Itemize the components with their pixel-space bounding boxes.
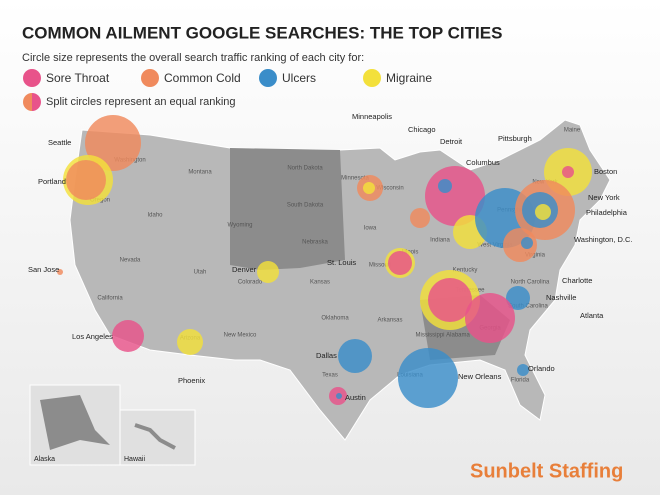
state-label: California [97,296,123,302]
city-label: Pittsburgh [498,134,532,143]
state-label: Oklahoma [321,316,349,322]
state-label: Mississippi [415,333,444,339]
state-label: Nebraska [302,240,328,246]
city-label: Philadelphia [586,208,628,217]
city-label: New Orleans [458,372,502,381]
city-circle [363,182,375,194]
city-label: Washington, D.C. [574,235,633,244]
city-circle [425,166,485,226]
city-circle [85,115,141,171]
state-label: Texas [322,373,338,379]
city-label: Detroit [440,137,463,146]
city-circle [535,204,551,220]
legend-label: Sore Throat [46,71,110,85]
state-label: Wyoming [228,223,253,229]
city-label: Chicago [408,125,436,134]
city-circle [562,166,574,178]
legend-swatch [141,69,159,87]
city-circle [57,269,63,275]
city-circle [388,251,412,275]
state-label: Utah [194,270,207,276]
city-label: Phoenix [178,376,205,385]
alaska-shape [40,395,110,450]
city-label: Boston [594,167,617,176]
hawaii-shape [134,423,176,450]
legend-split-swatch [32,93,41,111]
state-label: New Mexico [224,333,257,339]
city-label: Charlotte [562,276,592,285]
city-label: Nashville [546,293,576,302]
city-circle [517,364,529,376]
city-label: New York [588,193,620,202]
legend-swatch [363,69,381,87]
city-circle [410,208,430,228]
city-label: Seattle [48,138,71,147]
state-label: Minnesota [341,176,369,182]
state-label: Arkansas [377,318,402,324]
state-label: Kentucky [453,268,478,274]
state-label: North Carolina [511,280,550,286]
state-label: Montana [188,170,212,176]
state-label: Virginia [525,253,546,259]
inset-label: Alaska [34,456,55,463]
state-label: Kansas [310,280,330,286]
state-label: Missouri [369,263,391,269]
city-circle [177,329,203,355]
state-label: North Dakota [287,166,323,172]
city-circle [66,160,106,200]
legend-split-note: Split circles represent an equal ranking [46,96,236,108]
state-label: Maine [564,128,581,134]
city-circle [257,261,279,283]
state-label: Alabama [446,333,470,339]
state-label: South Carolina [508,304,548,310]
subtitle: Circle size represents the overall searc… [22,52,364,64]
state-label: Idaho [147,213,163,219]
legend-label: Migraine [386,71,432,85]
legend-label: Common Cold [164,71,241,85]
city-circle [506,286,530,310]
city-circle [336,393,342,399]
state-label: South Dakota [287,203,324,209]
legend-split-swatch [23,93,32,111]
city-label: Portland [38,177,66,186]
city-circle [338,339,372,373]
legend-swatch [259,69,277,87]
legend-swatch [23,69,41,87]
city-label: Atlanta [580,311,604,320]
city-label: St. Louis [327,258,356,267]
city-label: Austin [345,393,366,402]
state-label: Nevada [120,258,141,264]
state-label: Colorado [238,280,263,286]
city-circle [465,293,515,343]
city-label: Denver [232,265,257,274]
city-circle [438,179,452,193]
city-label: Columbus [466,158,500,167]
state-label: Wisconsin [376,186,403,192]
inset-label: Hawaii [124,456,145,463]
city-label: Dallas [316,351,337,360]
city-label: Orlando [528,364,555,373]
city-circle [428,278,472,322]
legend-label: Ulcers [282,71,316,85]
city-label: Minneapolis [352,112,392,121]
state-label: Indiana [430,238,450,244]
city-circle [112,320,144,352]
state-label: Iowa [364,226,377,232]
title: COMMON AILMENT GOOGLE SEARCHES: THE TOP … [22,23,502,42]
state-label: Florida [511,378,530,384]
city-circle [503,228,537,262]
city-circle [398,348,458,408]
city-label: San Jose [28,265,59,274]
city-circle [521,237,533,249]
city-label: Los Angeles [72,332,113,341]
logo: Sunbelt Staffing [470,460,623,482]
